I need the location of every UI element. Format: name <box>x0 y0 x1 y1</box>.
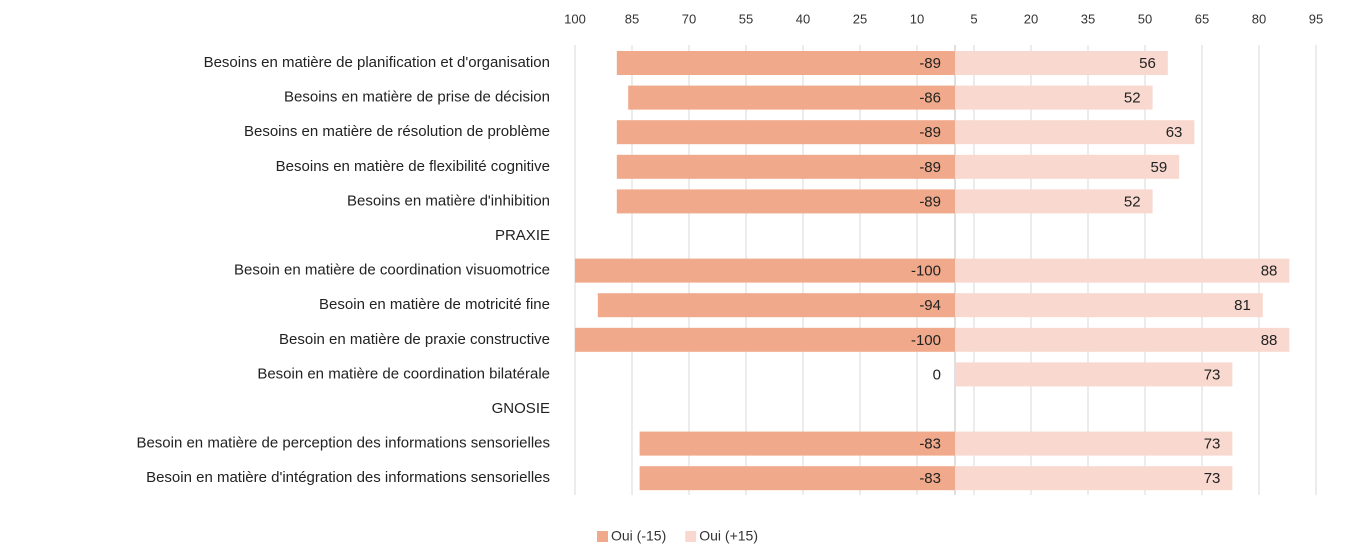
data-label: -89 <box>919 55 941 72</box>
bar <box>955 120 1195 145</box>
data-label: 73 <box>1204 366 1221 383</box>
bar <box>955 51 1168 75</box>
bar <box>597 293 955 318</box>
x-tick-label: 40 <box>796 11 810 26</box>
data-label: 63 <box>1166 124 1183 141</box>
bar <box>955 293 1263 318</box>
category-label: Besoins en matière de résolution de prob… <box>244 123 550 140</box>
bar <box>575 327 955 352</box>
bar <box>955 362 1233 387</box>
bar <box>616 154 955 179</box>
category-label: Besoin en matière de motricité fine <box>319 296 550 313</box>
category-label: Besoins en matière d'inhibition <box>347 192 550 209</box>
category-label: Besoin en matière de praxie constructive <box>279 331 550 348</box>
data-label: -89 <box>919 159 941 176</box>
bar <box>639 431 955 456</box>
data-label: -83 <box>919 470 941 487</box>
bar <box>955 431 1233 456</box>
x-tick-label: 35 <box>1081 11 1095 26</box>
data-label: 59 <box>1151 159 1168 176</box>
data-label: -86 <box>919 90 941 107</box>
x-tick-label: 20 <box>1024 11 1038 26</box>
x-tick-label: 50 <box>1138 11 1152 26</box>
data-label: 73 <box>1204 436 1221 453</box>
data-label: 88 <box>1261 332 1278 349</box>
category-label: Besoins en matière de planification et d… <box>204 54 550 71</box>
bar <box>955 154 1180 179</box>
bar <box>955 189 1153 214</box>
data-label: 52 <box>1124 90 1141 107</box>
category-label: Besoin en matière de perception des info… <box>136 435 550 452</box>
data-label: 0 <box>933 366 941 383</box>
category-label: PRAXIE <box>495 227 550 244</box>
bar <box>628 85 955 110</box>
x-tick-label: 95 <box>1309 11 1323 26</box>
x-tick-label: 10 <box>910 11 924 26</box>
data-label: 81 <box>1234 297 1251 314</box>
bar <box>955 466 1233 491</box>
category-label: Besoin en matière de coordination bilaté… <box>257 365 550 382</box>
bar <box>955 85 1153 110</box>
bar <box>639 466 955 491</box>
x-tick-label: 5 <box>970 11 977 26</box>
data-label: -83 <box>919 436 941 453</box>
x-tick-label: 100 <box>564 11 586 26</box>
bar <box>616 189 955 214</box>
data-label: -94 <box>919 297 941 314</box>
data-label: 56 <box>1139 55 1156 72</box>
legend-label: Oui (-15) <box>611 528 666 544</box>
x-tick-label: 55 <box>739 11 753 26</box>
category-label: Besoins en matière de flexibilité cognit… <box>276 158 550 175</box>
data-label: 73 <box>1204 470 1221 487</box>
x-tick-label: 65 <box>1195 11 1209 26</box>
data-label: -89 <box>919 193 941 210</box>
bar <box>575 258 955 283</box>
category-label: Besoin en matière de coordination visuom… <box>234 262 550 279</box>
legend-label: Oui (+15) <box>699 528 758 544</box>
data-label: -100 <box>911 263 941 280</box>
x-tick-label: 70 <box>682 11 696 26</box>
legend-swatch <box>685 531 697 542</box>
category-label: GNOSIE <box>492 400 550 417</box>
bar <box>955 327 1290 352</box>
x-tick-label: 25 <box>853 11 867 26</box>
data-label: -100 <box>911 332 941 349</box>
bar <box>616 120 955 145</box>
x-tick-label: 80 <box>1252 11 1266 26</box>
category-label: Besoin en matière d'intégration des info… <box>146 469 550 486</box>
data-label: -89 <box>919 124 941 141</box>
bar <box>616 51 955 75</box>
data-label: 52 <box>1124 193 1141 210</box>
bar <box>955 258 1290 283</box>
x-tick-label: 85 <box>625 11 639 26</box>
category-label: Besoins en matière de prise de décision <box>284 89 550 106</box>
data-label: 88 <box>1261 263 1278 280</box>
legend-swatch <box>597 531 608 542</box>
